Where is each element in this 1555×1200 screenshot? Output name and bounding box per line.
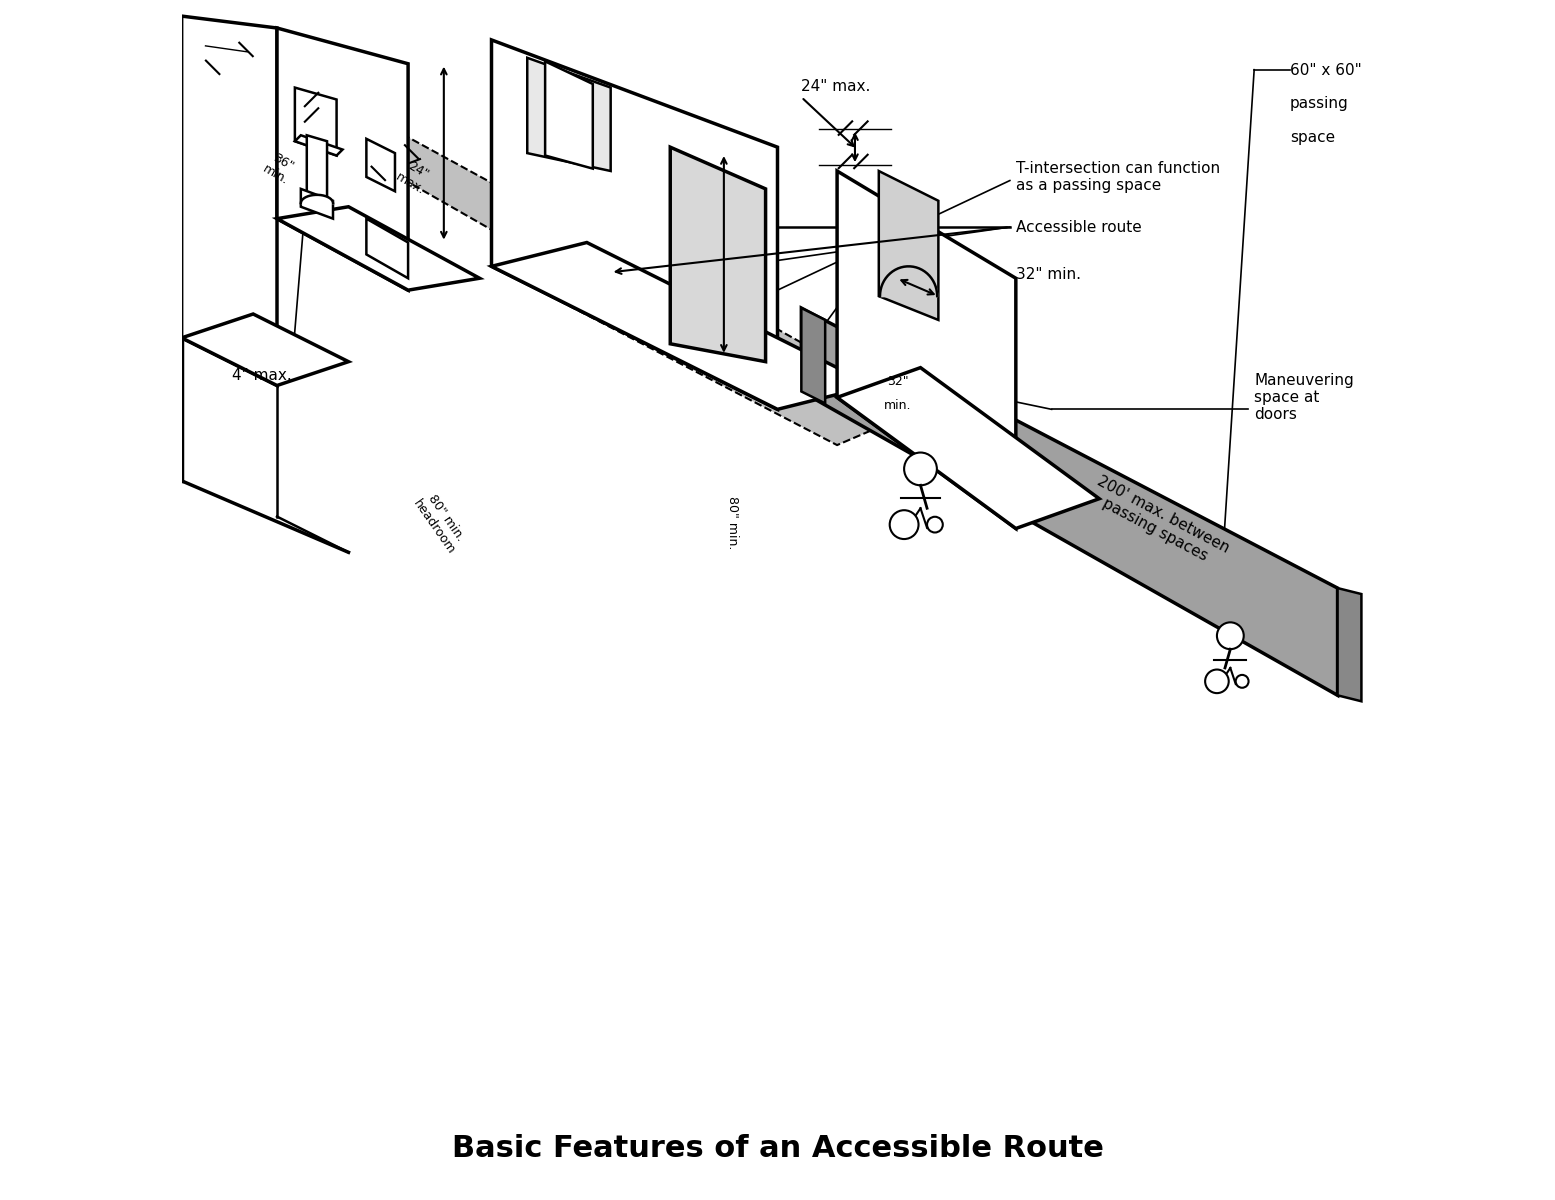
Polygon shape <box>491 242 872 409</box>
Text: space: space <box>1291 130 1336 145</box>
Text: T-intersection can function
as a passing space: T-intersection can function as a passing… <box>1015 161 1221 193</box>
Text: 24" max.: 24" max. <box>801 78 871 94</box>
Text: 32": 32" <box>886 376 908 389</box>
Circle shape <box>1205 670 1228 694</box>
Polygon shape <box>367 139 395 191</box>
Polygon shape <box>211 49 819 379</box>
Polygon shape <box>837 170 1015 528</box>
Polygon shape <box>801 308 1337 695</box>
Circle shape <box>903 452 936 485</box>
Text: 4" max.: 4" max. <box>232 368 291 384</box>
Polygon shape <box>306 136 327 209</box>
Text: passing: passing <box>1291 96 1348 112</box>
Polygon shape <box>879 170 938 320</box>
Polygon shape <box>546 61 592 169</box>
Text: 80" min.: 80" min. <box>726 496 739 550</box>
Polygon shape <box>277 206 479 290</box>
Text: 24"
max.: 24" max. <box>393 157 434 197</box>
Polygon shape <box>295 136 342 156</box>
Circle shape <box>927 517 942 533</box>
Polygon shape <box>1337 588 1362 701</box>
Polygon shape <box>295 88 336 156</box>
Text: 80" min.
headroom: 80" min. headroom <box>411 488 470 557</box>
Text: 60" x 60": 60" x 60" <box>1291 64 1362 78</box>
Polygon shape <box>527 58 611 170</box>
Text: Basic Features of an Accessible Route: Basic Features of an Accessible Route <box>451 1134 1104 1163</box>
Text: min.: min. <box>885 400 911 413</box>
Polygon shape <box>540 242 921 445</box>
Circle shape <box>1218 623 1244 649</box>
Text: 200' max. between
passing spaces: 200' max. between passing spaces <box>1085 474 1232 571</box>
Polygon shape <box>277 28 407 290</box>
Polygon shape <box>367 218 407 278</box>
Text: Maneuvering
space at
doors: Maneuvering space at doors <box>1255 372 1354 422</box>
Text: 32" min.: 32" min. <box>1015 268 1081 282</box>
Polygon shape <box>491 40 778 409</box>
Polygon shape <box>182 314 348 385</box>
Polygon shape <box>801 308 826 403</box>
Circle shape <box>889 510 919 539</box>
Text: Accessible route: Accessible route <box>1015 220 1141 234</box>
Polygon shape <box>670 148 765 361</box>
Circle shape <box>1236 674 1249 688</box>
Polygon shape <box>300 188 333 218</box>
Polygon shape <box>837 367 1099 528</box>
Polygon shape <box>182 16 277 385</box>
Text: 36"
min.: 36" min. <box>261 150 299 187</box>
